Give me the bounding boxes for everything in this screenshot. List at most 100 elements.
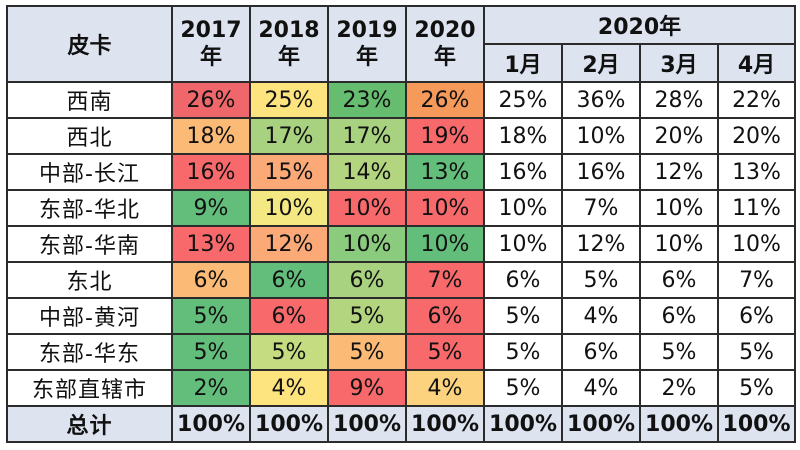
month-share-cell: 4% — [561, 369, 641, 407]
total-month-cell: 100% — [483, 405, 563, 443]
month-header-apr: 4月 — [716, 43, 797, 83]
year-share-cell: 5% — [171, 297, 251, 335]
year-share-cell: 10% — [405, 189, 485, 227]
month-share-cell: 16% — [561, 153, 641, 191]
year-header-2019: 2019 年 — [327, 5, 407, 83]
year-share-cell: 13% — [171, 225, 251, 263]
year-share-cell: 6% — [405, 297, 485, 335]
year-share-cell: 17% — [249, 117, 329, 155]
month-share-cell: 6% — [639, 261, 719, 299]
year-share-cell: 26% — [405, 81, 485, 119]
year-header-suffix: 年 — [355, 45, 378, 70]
month-share-cell: 36% — [561, 81, 641, 119]
table-row: 东部-华南 13% 12% 10% 10% 10% 12% 10% 10% — [6, 225, 797, 263]
total-month-cell: 100% — [639, 405, 719, 443]
month-share-cell: 6% — [716, 297, 797, 335]
month-group-header: 2020年 — [482, 5, 797, 45]
month-share-cell: 10% — [716, 225, 797, 263]
month-share-cell: 5% — [483, 333, 563, 371]
year-share-cell: 5% — [249, 333, 329, 371]
year-share-cell: 10% — [405, 225, 485, 263]
year-share-cell: 5% — [171, 333, 251, 371]
month-share-cell: 6% — [561, 333, 641, 371]
month-share-cell: 5% — [716, 369, 797, 407]
region-cell: 东部-华东 — [6, 333, 173, 371]
month-share-cell: 12% — [561, 225, 641, 263]
month-share-cell: 10% — [639, 225, 719, 263]
year-header-number: 2020 — [414, 18, 476, 43]
table-row: 西南 26% 25% 23% 26% 25% 36% 28% 22% — [6, 81, 797, 119]
month-share-cell: 22% — [716, 81, 797, 119]
year-share-cell: 16% — [171, 153, 251, 191]
regional-share-table: 皮卡 2017 年 2018 年 2019 年 2020 年 2020年 — [6, 5, 797, 443]
year-header-number: 2018 — [258, 18, 320, 43]
table-row: 中部-黄河 5% 6% 5% 6% 5% 4% 6% 6% — [6, 297, 797, 335]
month-share-cell: 16% — [483, 153, 563, 191]
corner-header: 皮卡 — [6, 5, 173, 83]
region-cell: 中部-长江 — [6, 153, 173, 191]
month-share-cell: 5% — [561, 261, 641, 299]
total-year-cell: 100% — [327, 405, 407, 443]
region-cell: 东北 — [6, 261, 173, 299]
month-share-cell: 11% — [716, 189, 797, 227]
region-cell: 东部直辖市 — [6, 369, 173, 407]
month-share-cell: 28% — [639, 81, 719, 119]
year-share-cell: 13% — [405, 153, 485, 191]
month-header-row: 1月 2月 3月 4月 — [7, 43, 797, 83]
total-label: 总计 — [6, 405, 173, 443]
month-share-cell: 13% — [716, 153, 797, 191]
table-row: 西北 18% 17% 17% 19% 18% 10% 20% 20% — [6, 117, 797, 155]
year-header-2020: 2020 年 — [405, 5, 485, 83]
month-share-cell: 20% — [716, 117, 797, 155]
year-share-cell: 6% — [249, 297, 329, 335]
total-year-cell: 100% — [249, 405, 329, 443]
year-share-cell: 15% — [249, 153, 329, 191]
year-header-suffix: 年 — [199, 45, 222, 70]
month-share-cell: 25% — [483, 81, 563, 119]
total-year-cell: 100% — [171, 405, 251, 443]
year-share-cell: 10% — [327, 225, 407, 263]
total-row: 总计 100% 100% 100% 100% 100% 100% 100% 100% — [6, 405, 797, 443]
year-share-cell: 26% — [171, 81, 251, 119]
year-header-number: 2019 — [336, 18, 398, 43]
month-share-cell: 2% — [639, 369, 719, 407]
month-header-feb: 2月 — [561, 43, 641, 83]
year-header-2018: 2018 年 — [249, 5, 329, 83]
year-share-cell: 23% — [327, 81, 407, 119]
month-share-cell: 7% — [561, 189, 641, 227]
table-row: 东部-华北 9% 10% 10% 10% 10% 7% 10% 11% — [6, 189, 797, 227]
region-cell: 中部-黄河 — [6, 297, 173, 335]
year-share-cell: 5% — [327, 333, 407, 371]
year-share-cell: 17% — [327, 117, 407, 155]
year-share-cell: 2% — [171, 369, 251, 407]
region-cell: 东部-华北 — [6, 189, 173, 227]
month-share-cell: 6% — [639, 297, 719, 335]
year-share-cell: 10% — [249, 189, 329, 227]
month-share-cell: 12% — [639, 153, 719, 191]
year-share-cell: 5% — [327, 297, 407, 335]
header-row: 皮卡 2017 年 2018 年 2019 年 2020 年 2020年 — [6, 5, 797, 83]
year-header-suffix: 年 — [277, 45, 300, 70]
month-share-cell: 6% — [483, 261, 563, 299]
table-row: 中部-长江 16% 15% 14% 13% 16% 16% 12% 13% — [6, 153, 797, 191]
month-header-mar: 3月 — [639, 43, 719, 83]
year-share-cell: 7% — [405, 261, 485, 299]
year-share-cell: 10% — [327, 189, 407, 227]
year-share-cell: 18% — [171, 117, 251, 155]
year-share-cell: 14% — [327, 153, 407, 191]
total-month-cell: 100% — [716, 405, 797, 443]
year-share-cell: 6% — [171, 261, 251, 299]
year-share-cell: 6% — [249, 261, 329, 299]
region-cell: 西北 — [6, 117, 173, 155]
year-share-cell: 5% — [405, 333, 485, 371]
month-share-cell: 10% — [483, 189, 563, 227]
month-share-cell: 18% — [483, 117, 563, 155]
month-share-cell: 4% — [561, 297, 641, 335]
year-share-cell: 9% — [327, 369, 407, 407]
year-header-suffix: 年 — [433, 45, 456, 70]
month-share-cell: 5% — [483, 369, 563, 407]
year-share-cell: 4% — [405, 369, 485, 407]
region-cell: 东部-华南 — [6, 225, 173, 263]
year-share-cell: 25% — [249, 81, 329, 119]
